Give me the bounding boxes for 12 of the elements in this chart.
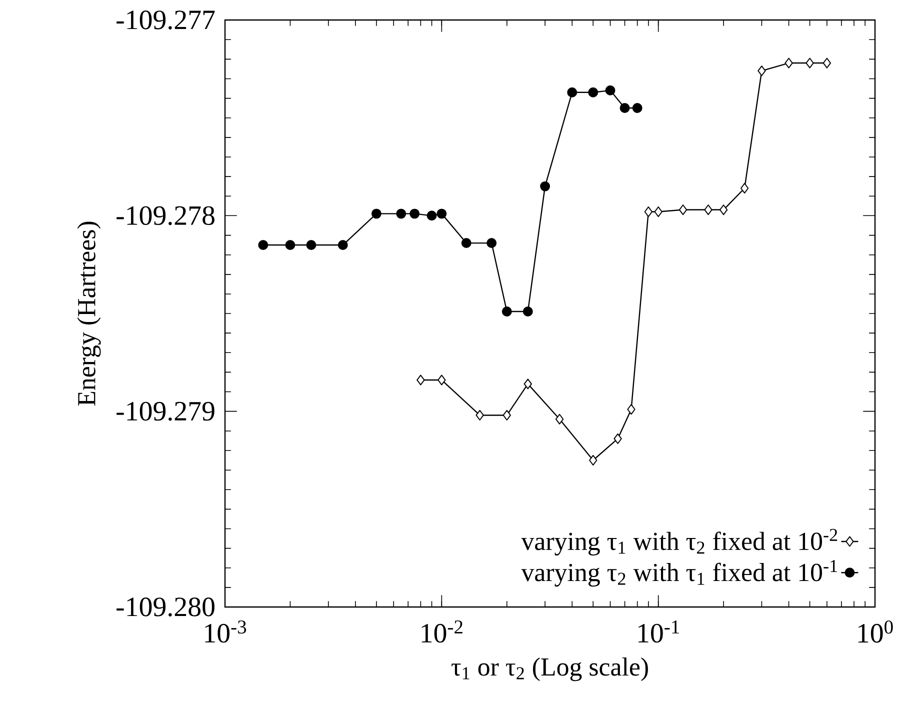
y-tick-label: -109.279 [116,402,214,421]
x-tick-label: 10$^{-2}$ [422,620,462,643]
y-tick-label: -109.277 [116,10,215,30]
y-axis-title: Energy (Hartrees) [77,222,101,406]
y-tick-label: -109.280 [116,598,214,616]
y-tick-label: -109.278 [116,206,214,226]
legend-label: varying τ$_{1}$ with τ$_{2}$ fixed at 10$^{-2}$ [521,528,838,556]
x-tick-label: 10$^{-3}$ [205,620,246,643]
x-tick-label: 10$^{0}$ [858,620,893,643]
x-tick-label: 10$^{-1}$ [638,620,679,643]
legend-label: varying τ$_{2}$ with τ$_{1}$ fixed at 10$^{-1}$ [521,560,838,587]
x-axis-title: τ$_{1}$ or τ$_{2}$ (Log scale) [451,658,648,682]
